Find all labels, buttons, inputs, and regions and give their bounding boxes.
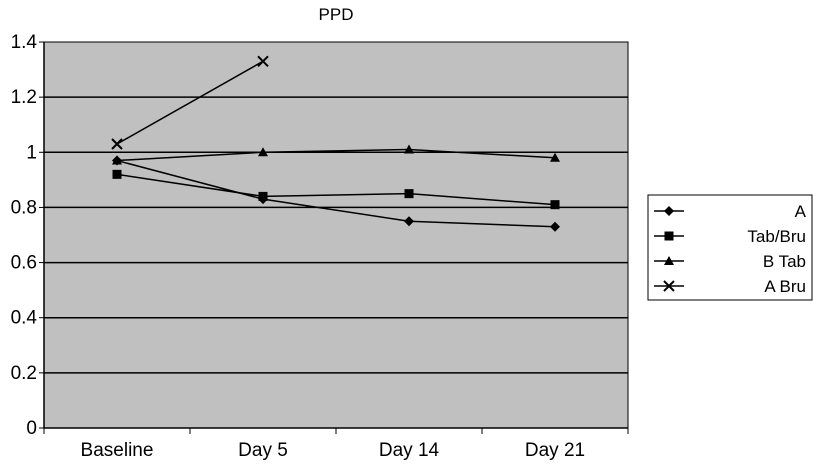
y-tick-label: 1 xyxy=(26,142,37,163)
legend-item: A xyxy=(654,202,807,221)
series-line xyxy=(116,148,556,162)
chart-title: PPD xyxy=(319,5,354,24)
series-triangle xyxy=(112,144,560,165)
y-tick-label: 0.8 xyxy=(11,197,37,218)
y-tick-label: 0.2 xyxy=(11,363,37,384)
triangle-marker xyxy=(550,152,560,162)
data-point xyxy=(404,189,414,199)
x-tick-label: Baseline xyxy=(81,440,154,461)
legend-item: B Tab xyxy=(654,252,806,271)
triangle-marker xyxy=(404,144,414,154)
data-point xyxy=(404,144,414,154)
triangle-marker xyxy=(112,155,122,165)
series-x xyxy=(111,55,269,150)
legend: A Tab/Bru B Tab A Bru xyxy=(647,194,813,301)
series-layer xyxy=(111,55,560,232)
y-tick-label: 0 xyxy=(26,418,37,439)
legend-label: A xyxy=(795,202,807,221)
legend-box xyxy=(647,194,813,301)
data-point xyxy=(111,138,123,150)
series-line xyxy=(116,173,556,206)
x-axis: Baseline Day 5 Day 14 Day 21 xyxy=(43,427,629,461)
data-point xyxy=(258,191,268,201)
diamond-marker xyxy=(550,221,560,232)
data-point xyxy=(550,221,560,232)
legend-marker xyxy=(664,206,674,216)
triangle-marker xyxy=(258,147,268,157)
legend-item: A Bru xyxy=(654,277,806,296)
y-axis: 0 0.2 0.4 0.6 0.8 1 1.2 1.4 xyxy=(11,32,45,439)
x-tick-label: Day 14 xyxy=(379,440,440,461)
data-point xyxy=(257,55,269,68)
triangle-marker xyxy=(664,256,674,265)
data-point xyxy=(258,147,268,157)
legend-marker xyxy=(663,280,675,292)
square-marker xyxy=(404,189,414,199)
series-line xyxy=(116,159,556,228)
legend-label: B Tab xyxy=(763,252,806,271)
data-point xyxy=(112,155,122,165)
data-point xyxy=(404,216,414,227)
legend-label: Tab/Bru xyxy=(747,227,806,246)
data-point xyxy=(550,152,560,162)
y-tick-label: 1.4 xyxy=(11,32,38,53)
legend-item: Tab/Bru xyxy=(654,227,806,246)
series-line xyxy=(116,60,264,145)
x-marker xyxy=(111,138,123,150)
series-square xyxy=(112,169,560,210)
x-tick-label: Day 5 xyxy=(238,440,288,461)
y-tick-label: 0.4 xyxy=(11,308,38,329)
y-tick-label: 1.2 xyxy=(11,87,37,108)
x-marker xyxy=(257,55,269,68)
legend-marker xyxy=(664,231,674,241)
y-tick-label: 0.6 xyxy=(11,253,37,274)
square-marker xyxy=(112,169,122,179)
legend-marker xyxy=(664,256,674,265)
square-marker xyxy=(550,200,560,210)
plot-background xyxy=(43,41,629,429)
square-marker xyxy=(664,231,674,241)
data-point xyxy=(112,169,122,179)
legend-label: A Bru xyxy=(764,277,806,296)
data-point xyxy=(550,200,560,210)
diamond-marker xyxy=(404,216,414,227)
x-tick-label: Day 21 xyxy=(525,440,585,461)
diamond-marker xyxy=(664,206,674,216)
square-marker xyxy=(258,191,268,201)
plot-area xyxy=(43,41,629,429)
x-marker xyxy=(663,280,675,292)
